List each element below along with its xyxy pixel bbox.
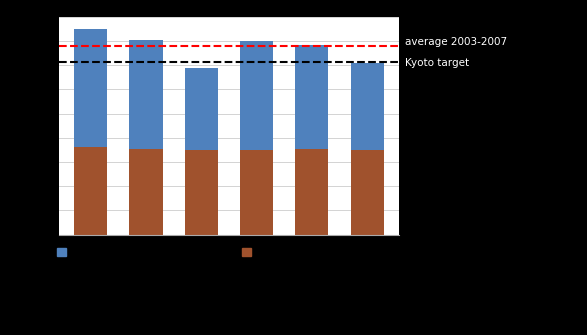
Bar [130, 149, 163, 234]
Text: Kyoto target: Kyoto target [405, 58, 469, 68]
Bar [350, 63, 384, 150]
Legend: included in emission trading, Excluded from emission trading: included in emission trading, Excluded f… [52, 244, 441, 262]
Bar [295, 45, 328, 149]
Bar [130, 40, 163, 149]
Bar [185, 68, 218, 150]
Text: average 2003-2007: average 2003-2007 [405, 38, 507, 48]
Bar [74, 29, 107, 147]
Bar [240, 41, 273, 150]
Bar [295, 149, 328, 234]
Bar [185, 150, 218, 234]
Bar [350, 150, 384, 234]
Bar [74, 147, 107, 234]
Bar [240, 150, 273, 234]
Text: *Preliminary Energy Statistics, 24 March 2009,  and Release of the Energy
Market: *Preliminary Energy Statistics, 24 March… [35, 308, 449, 330]
